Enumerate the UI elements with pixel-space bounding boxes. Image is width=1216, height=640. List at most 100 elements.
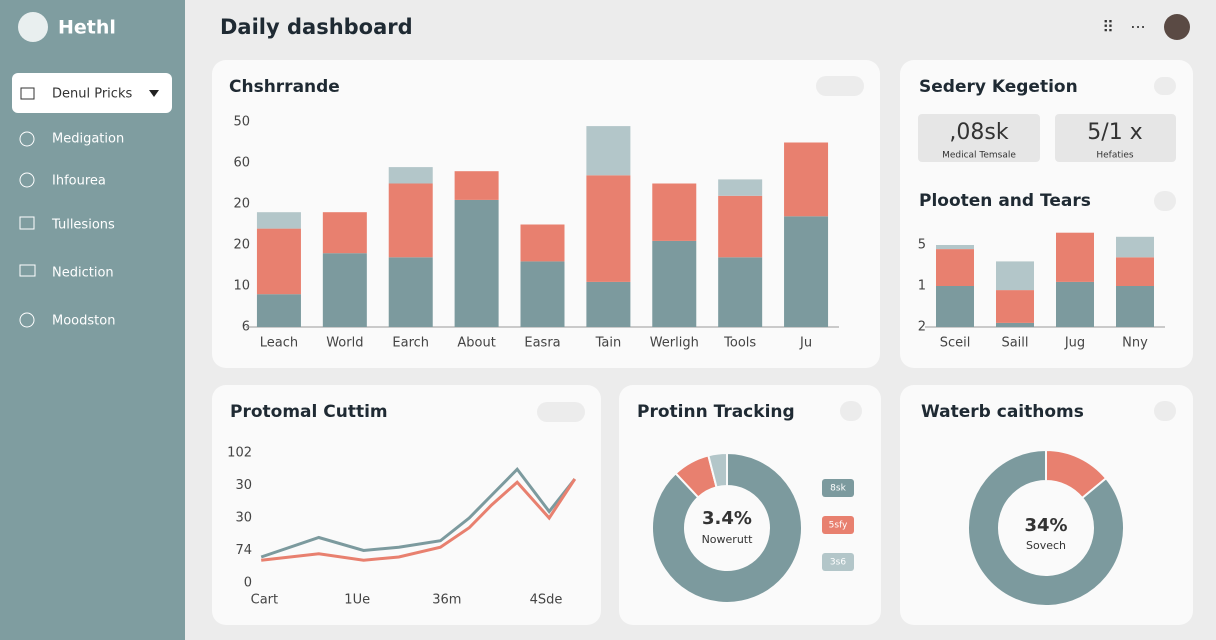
x-tick-label: Cart [251,593,279,608]
y-tick-label: 20 [233,197,250,212]
card-actions[interactable] [816,76,864,96]
legend-label: 3s6 [830,558,846,568]
y-tick-label: 60 [233,156,250,171]
nav-item[interactable]: Moodston [52,314,115,329]
page-title: Daily dashboard [220,15,413,39]
nav-icon [19,172,35,188]
donut-center-value: 3.4% [702,508,752,529]
x-tick-label: Earch [392,336,429,351]
bar-segment [388,183,433,258]
bar-segment [652,240,697,327]
logo-icon [18,12,48,42]
nav-icon [19,264,36,277]
legend-label: 5sfy [829,521,848,531]
x-tick-label: Nny [1122,336,1148,351]
x-tick-label: Jug [1064,336,1085,351]
bar-segment [520,224,565,262]
kpi-box [918,114,1040,162]
avatar[interactable] [1164,14,1190,40]
bar-segment [936,245,974,250]
nav: Medigation Ihfourea Tullesions Nediction… [19,131,124,329]
bar-segment [586,281,631,327]
bar-segment [586,175,631,282]
legend-chip [822,516,854,534]
line [261,478,577,562]
kpi-label: Hefaties [1096,151,1134,161]
bar-segment [388,257,433,327]
more-icon[interactable]: ··· [1130,18,1145,37]
y-tick-label: 5 [918,238,926,253]
donut-slice [707,451,728,489]
nav-icon [19,312,35,328]
donut-slice [651,451,803,604]
x-tick-label: 4Sde [530,593,563,608]
x-tick-label: Sceil [940,336,971,351]
logo: Hethl [58,17,116,39]
bar-segment [936,286,974,327]
card [900,385,1193,625]
bar-segment [784,142,829,217]
x-tick-label: Leach [260,336,298,351]
nav-item[interactable]: Ihfourea [52,174,106,189]
card-actions[interactable] [840,401,862,421]
card-actions[interactable] [1154,191,1176,211]
donut-center-label: Sovech [1026,539,1066,552]
nav-item[interactable]: Nediction [52,266,114,281]
nav-item[interactable]: Tullesions [51,218,115,233]
x-tick-label: World [326,336,363,351]
kpi-value: ,08sk [949,120,1008,145]
nav-item[interactable]: Medigation [52,132,124,147]
x-tick-label: Werligh [650,336,699,351]
bar-segment [1116,257,1154,286]
grid-icon[interactable]: ⠿ [1102,18,1114,37]
y-tick-label: 30 [235,478,252,493]
card-actions[interactable] [1154,401,1176,421]
x-tick-label: Easra [524,336,560,351]
y-tick-label: 6 [242,320,250,335]
card-title: Chshrrande [229,77,340,97]
card-title: Protomal Cuttim [230,402,388,422]
kpi-value: 5/1 x [1087,120,1142,145]
dropdown-label: Denul Pricks [52,87,132,102]
y-tick-label: 0 [244,576,252,591]
bar-segment [322,212,367,254]
card-actions[interactable] [1154,77,1176,95]
legend-chip [822,553,854,571]
bar-segment [454,199,499,327]
y-tick-label: 10 [233,279,250,294]
donut-center-value: 34% [1024,515,1067,536]
card-title: Plooten and Tears [919,191,1091,211]
y-tick-label: 2 [918,320,926,335]
y-tick-label: 1 [918,279,926,294]
y-tick-label: 30 [235,511,252,526]
bar-segment [586,126,631,176]
dropdown[interactable] [12,73,172,113]
legend-label: 8sk [830,484,846,494]
y-tick-label: 102 [227,446,252,461]
x-tick-label: 1Ue [344,593,370,608]
x-tick-label: 36m [432,593,461,608]
donut-slice [967,448,1125,607]
bar-segment [652,183,697,241]
bar-segment [718,257,763,327]
bar-segment [996,322,1034,327]
card [212,60,880,368]
bar-segment [256,228,301,295]
x-tick-label: Saill [1001,336,1028,351]
bar-segment [520,261,565,327]
card-actions[interactable] [537,402,585,422]
card [212,385,601,625]
bar-segment [1116,286,1154,327]
bar-segment [454,171,499,200]
x-tick-label: Ju [799,336,812,351]
line [260,466,576,559]
bar-segment [936,249,974,286]
kpi-box [1055,114,1176,162]
bar-segment [1056,281,1094,327]
card-title: Protinn Tracking [637,402,795,422]
y-tick-label: 50 [233,115,250,130]
list-icon [20,87,35,100]
bar-segment [256,212,301,229]
bar-segment [718,179,763,196]
